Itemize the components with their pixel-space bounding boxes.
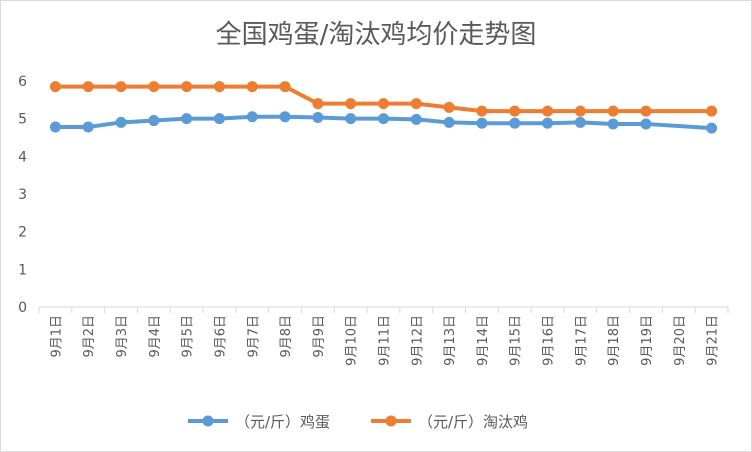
x-tick-label: 9月9日 [312, 315, 327, 358]
x-tick-label: 9月4日 [148, 315, 163, 358]
x-tick-label: 9月11日 [378, 315, 393, 366]
legend-item: （元/斤）鸡蛋 [188, 413, 330, 431]
data-point [82, 81, 94, 93]
data-point [542, 105, 554, 117]
data-point [574, 116, 586, 128]
data-point [640, 118, 652, 130]
x-tick-label: 9月6日 [213, 315, 228, 358]
data-point [443, 116, 455, 128]
data-point [246, 81, 258, 93]
x-tick-label: 9月19日 [640, 315, 655, 366]
x-tick-label: 9月2日 [82, 315, 97, 358]
data-point [49, 121, 61, 133]
legend: （元/斤）鸡蛋 （元/斤）淘汰鸡 [188, 413, 528, 431]
data-point [476, 117, 488, 129]
legend-swatch-marker [202, 415, 214, 427]
data-point [706, 105, 718, 117]
x-tick-label: 9月10日 [345, 315, 360, 366]
data-point [148, 81, 160, 93]
data-point [607, 105, 619, 117]
data-point [410, 98, 422, 110]
data-point [542, 117, 554, 129]
data-point [246, 111, 258, 123]
data-point [378, 98, 389, 110]
data-point [443, 101, 455, 113]
x-tick-label: 9月14日 [476, 315, 491, 366]
data-point [706, 122, 718, 134]
data-point [148, 115, 160, 127]
data-point [607, 118, 619, 130]
chart-title: 全国鸡蛋/淘汰鸡均价走势图 [216, 20, 537, 50]
x-tick-label: 9月16日 [542, 315, 557, 366]
x-tick-label: 9月15日 [509, 315, 524, 366]
data-point [181, 113, 193, 125]
data-point [213, 113, 225, 125]
data-point [213, 81, 225, 93]
y-tick-label: 4 [18, 149, 27, 165]
data-point [312, 112, 324, 124]
data-point [345, 98, 357, 110]
data-point [640, 105, 652, 117]
axes: 0 1 2 3 4 5 6 9月1日 9月2日 9月3日 9月4日 9月5日 9月6日 9月7日 9月8日 9… [18, 74, 729, 366]
data-point [509, 105, 521, 117]
x-tick-label: 9月8日 [279, 315, 294, 358]
y-tick-label: 6 [18, 74, 27, 90]
data-point [279, 111, 291, 123]
x-tick-label: 9月20日 [673, 315, 688, 366]
data-point [49, 81, 61, 93]
data-point [115, 81, 127, 93]
legend-swatch-marker [385, 415, 397, 427]
data-point [181, 81, 193, 93]
data-point [476, 105, 488, 117]
data-point [345, 113, 357, 125]
y-tick-label: 0 [18, 300, 27, 316]
legend-label: （元/斤）鸡蛋 [235, 413, 330, 431]
y-tick-label: 1 [18, 262, 27, 278]
series-1 [49, 111, 718, 134]
x-tick-label: 9月18日 [607, 315, 622, 366]
x-tick-label: 9月13日 [443, 315, 458, 366]
x-tick-label: 9月12日 [410, 315, 425, 366]
legend-item: （元/斤）淘汰鸡 [371, 413, 528, 431]
data-point [509, 117, 521, 129]
x-tick-label: 9月17日 [574, 315, 589, 366]
legend-label: （元/斤）淘汰鸡 [418, 413, 528, 431]
data-point [574, 105, 586, 117]
series-2 [49, 81, 718, 117]
data-point [115, 116, 127, 128]
data-point [410, 113, 422, 125]
x-tick-label: 9月1日 [49, 315, 64, 358]
y-tick-label: 3 [18, 187, 27, 203]
series-layer [49, 81, 718, 134]
x-tick-label: 9月21日 [706, 315, 721, 366]
data-point [82, 121, 94, 133]
x-tick-label: 9月3日 [115, 315, 130, 358]
y-tick-label: 2 [18, 225, 27, 241]
data-point [378, 113, 389, 125]
data-point [312, 98, 324, 110]
x-tick-label: 9月7日 [246, 315, 261, 358]
y-tick-label: 5 [18, 112, 27, 128]
data-point [279, 81, 291, 93]
x-tick-label: 9月5日 [181, 315, 196, 358]
